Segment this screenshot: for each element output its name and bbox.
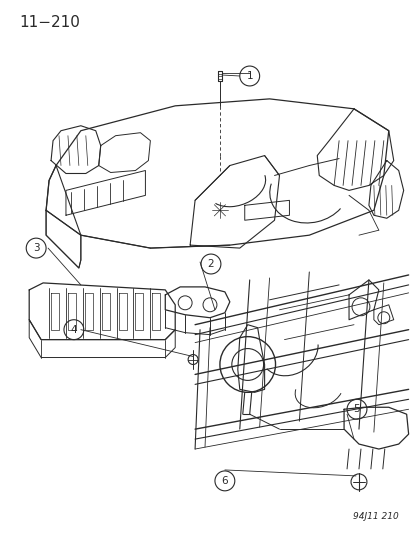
Text: 3: 3 — [33, 243, 39, 253]
Text: 5: 5 — [353, 404, 359, 414]
Text: 2: 2 — [207, 259, 214, 269]
Text: 1: 1 — [246, 71, 252, 81]
Text: 94J11 210: 94J11 210 — [352, 512, 398, 521]
Text: 4: 4 — [70, 325, 77, 335]
Text: 11−210: 11−210 — [19, 15, 80, 30]
Text: 6: 6 — [221, 476, 228, 486]
